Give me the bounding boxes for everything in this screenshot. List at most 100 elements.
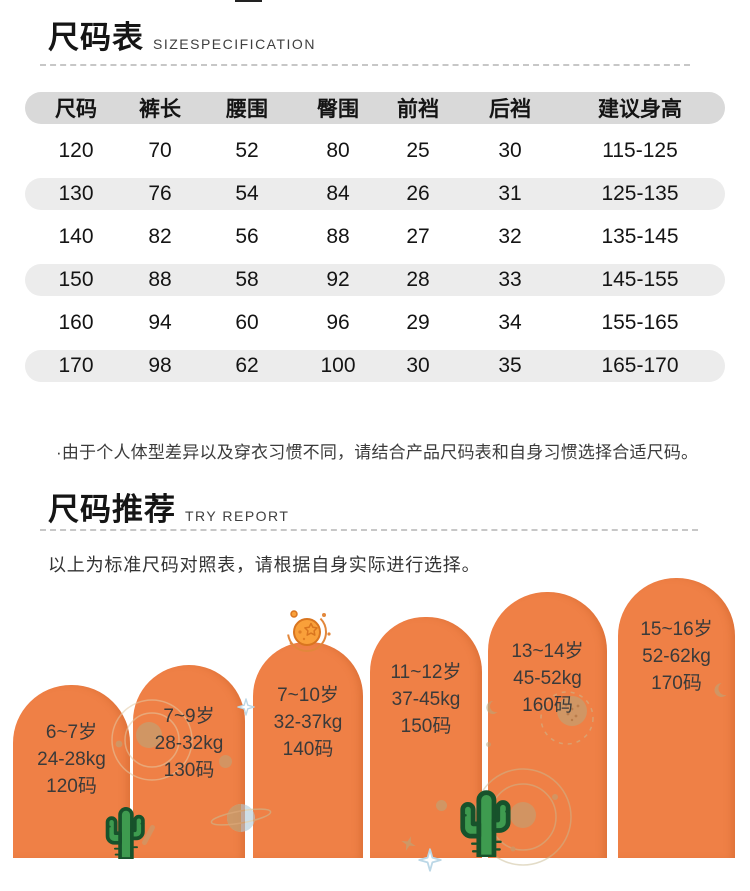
table-cell: 84 <box>326 182 350 205</box>
table-cell: 155-165 <box>601 311 679 334</box>
arch-size-code: 120码 <box>46 776 97 797</box>
saturn-icon <box>210 804 272 832</box>
arch-weight: 24-28kg <box>37 749 106 770</box>
size-arch-140: 7~10岁 32-37kg 140码 <box>253 642 363 858</box>
table-cell: 96 <box>326 311 350 334</box>
table-cell: 56 <box>235 225 259 248</box>
size-spec-subtitle: SIZESPECIFICATION <box>153 36 316 52</box>
arch-age: 7~9岁 <box>163 706 215 727</box>
arch-size-code: 160码 <box>522 695 573 716</box>
table-cell: 100 <box>320 354 356 377</box>
crescent-icon <box>486 700 498 714</box>
table-cell: 165-170 <box>601 354 679 377</box>
recommend-intro: 以上为标准尺码对照表，请根据自身实际进行选择。 <box>48 555 481 575</box>
arch-age: 13~14岁 <box>511 641 584 662</box>
dot-icon <box>219 755 232 768</box>
arch-size-code: 170码 <box>651 673 702 694</box>
cactus-icon <box>105 807 145 859</box>
column-header: 裤长 <box>139 98 181 121</box>
table-cell: 60 <box>235 311 259 334</box>
table-cell: 88 <box>148 268 172 291</box>
planet-icon <box>287 610 331 652</box>
arch-age: 6~7岁 <box>45 722 98 743</box>
table-cell: 35 <box>498 354 522 377</box>
size-recommend-header: 尺码推荐 TRY REPORT <box>48 494 289 525</box>
table-cell: 26 <box>406 182 430 205</box>
table-cell: 88 <box>326 225 350 248</box>
table-cell: 28 <box>406 268 430 291</box>
table-cell: 170 <box>58 354 94 377</box>
table-cell: 94 <box>148 311 172 334</box>
table-cell: 32 <box>498 225 522 248</box>
dot-icon <box>436 800 447 811</box>
table-cell: 115-125 <box>602 139 678 162</box>
crop-artifact <box>235 0 262 2</box>
table-cell: 145-155 <box>601 268 679 291</box>
table-row: 170 98 62 100 30 35 165-170 <box>25 350 725 382</box>
table-cell: 135-145 <box>601 225 679 248</box>
column-header: 尺码 <box>55 98 97 121</box>
table-row: 120 70 52 80 25 30 115-125 <box>25 135 725 167</box>
size-arch-130: 7~9岁 28-32kg 130码 <box>133 665 245 858</box>
table-cell: 130 <box>58 182 94 205</box>
table-cell: 30 <box>498 139 522 162</box>
arch-age: 15~16岁 <box>640 619 713 640</box>
table-cell: 52 <box>235 139 259 162</box>
table-cell: 31 <box>498 182 522 205</box>
table-row: 160 94 60 96 29 34 155-165 <box>25 307 725 339</box>
table-cell: 150 <box>58 268 94 291</box>
column-header: 前裆 <box>397 98 439 121</box>
arch-weight: 32-37kg <box>273 712 343 733</box>
size-spec-header: 尺码表 SIZESPECIFICATION <box>48 22 316 53</box>
size-arch-170: 15~16岁 52-62kg 170码 <box>618 578 735 858</box>
size-table-header-row: 尺码 裤长 腰围 臀围 前裆 后裆 建议身高 <box>25 92 725 124</box>
arch-size-code: 130码 <box>163 760 215 781</box>
size-recommend-subtitle: TRY REPORT <box>185 508 290 524</box>
arch-age: 7~10岁 <box>277 685 339 706</box>
table-cell: 30 <box>406 354 430 377</box>
table-cell: 34 <box>498 311 522 334</box>
arch-size-code: 150码 <box>400 716 452 737</box>
table-cell: 125-135 <box>601 182 679 205</box>
table-cell: 98 <box>148 354 172 377</box>
column-header: 后裆 <box>489 98 531 121</box>
table-cell: 29 <box>406 311 430 334</box>
star-icon <box>401 836 416 851</box>
crescent-icon <box>714 683 727 697</box>
arch-size-code: 140码 <box>282 739 334 760</box>
column-header: 建议身高 <box>598 98 682 121</box>
table-cell: 120 <box>58 139 94 162</box>
sparkle-icon <box>418 848 442 872</box>
table-cell: 92 <box>326 268 350 291</box>
column-header: 腰围 <box>226 98 268 121</box>
table-row: 130 76 54 84 26 31 125-135 <box>25 178 725 210</box>
dot-icon <box>486 742 491 747</box>
table-cell: 70 <box>148 139 172 162</box>
dotted-planet-icon <box>540 691 594 745</box>
table-cell: 27 <box>406 225 430 248</box>
table-cell: 80 <box>326 139 350 162</box>
dashed-divider <box>40 64 690 66</box>
size-table: 尺码 裤长 腰围 臀围 前裆 后裆 建议身高 120 70 52 80 25 3… <box>25 92 725 393</box>
column-header: 臀围 <box>317 98 359 121</box>
size-recommend-title: 尺码推荐 <box>48 492 176 527</box>
table-cell: 82 <box>148 225 172 248</box>
cactus-icon <box>460 790 511 857</box>
table-cell: 33 <box>498 268 522 291</box>
table-row: 150 88 58 92 28 33 145-155 <box>25 264 725 296</box>
table-cell: 25 <box>406 139 430 162</box>
arch-weight: 52-62kg <box>642 646 711 667</box>
size-arch-120: 6~7岁 24-28kg 120码 <box>13 685 130 858</box>
table-cell: 76 <box>148 182 172 205</box>
table-cell: 62 <box>235 354 259 377</box>
table-cell: 54 <box>235 182 259 205</box>
arch-weight: 28-32kg <box>154 733 224 754</box>
arch-weight: 45-52kg <box>513 668 582 689</box>
size-recommend-graphic: 6~7岁 24-28kg 120码 7~9岁 28-32kg 130码 7~10… <box>0 578 750 872</box>
dashed-divider <box>40 529 698 531</box>
arch-weight: 37-45kg <box>391 689 461 710</box>
ringed-planet-icon <box>111 699 193 781</box>
fit-note: ·由于个人体型差异以及穿衣习惯不同，请结合产品尺码表和自身习惯选择合适尺码。 <box>56 443 699 462</box>
size-spec-title: 尺码表 <box>48 20 144 55</box>
